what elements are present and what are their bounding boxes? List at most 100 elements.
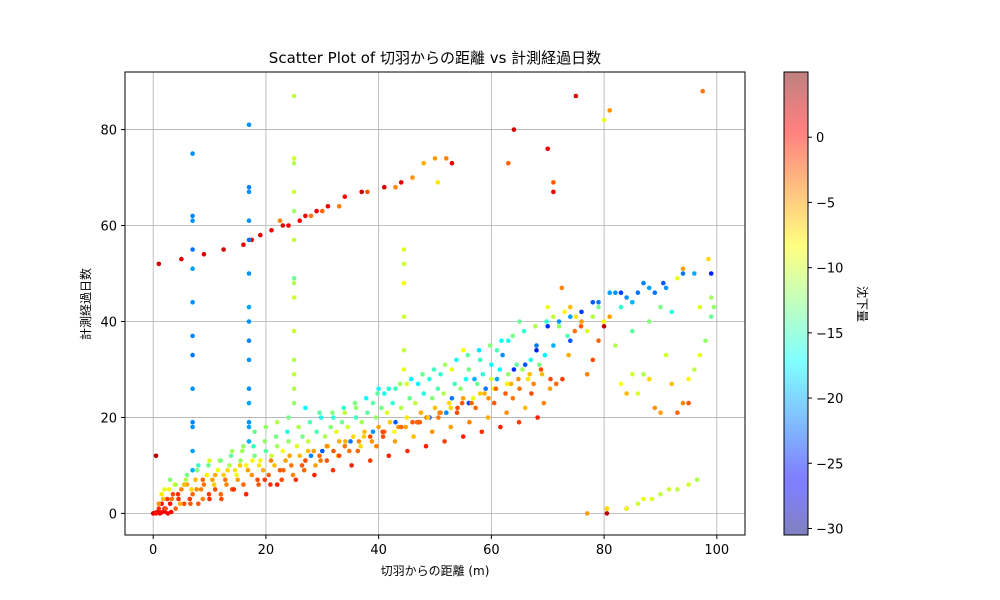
data-point bbox=[163, 506, 168, 511]
data-point bbox=[455, 405, 460, 411]
data-point bbox=[556, 319, 562, 324]
data-point bbox=[190, 266, 195, 272]
data-point bbox=[397, 381, 403, 387]
data-point bbox=[658, 304, 663, 310]
data-point bbox=[517, 386, 522, 392]
data-point bbox=[404, 415, 410, 420]
data-point bbox=[420, 372, 425, 377]
data-point bbox=[522, 405, 528, 411]
data-point bbox=[675, 410, 680, 416]
data-point bbox=[542, 352, 548, 358]
data-point bbox=[401, 280, 407, 286]
data-point bbox=[246, 218, 252, 223]
data-point bbox=[263, 424, 269, 430]
data-point bbox=[494, 348, 500, 353]
data-point bbox=[198, 487, 204, 492]
data-point bbox=[476, 348, 482, 353]
data-point bbox=[686, 400, 691, 406]
data-point bbox=[479, 429, 485, 435]
data-point bbox=[658, 491, 663, 497]
y-axis-ticks: 0 20 40 60 80 bbox=[100, 124, 125, 522]
data-point bbox=[568, 304, 573, 310]
data-point bbox=[168, 509, 174, 515]
data-point bbox=[392, 429, 397, 435]
data-point bbox=[223, 477, 228, 483]
data-point bbox=[331, 448, 336, 454]
data-point bbox=[375, 391, 380, 396]
chart-title: Scatter Plot of 切羽からの距離 vs 計測経過日数 bbox=[269, 49, 601, 67]
data-point bbox=[190, 386, 195, 392]
data-point bbox=[521, 328, 527, 334]
data-point bbox=[200, 477, 206, 483]
data-point bbox=[294, 443, 300, 449]
data-point bbox=[527, 372, 532, 377]
data-point bbox=[590, 314, 596, 320]
data-point bbox=[454, 410, 460, 416]
data-point bbox=[212, 472, 218, 478]
data-point bbox=[522, 362, 528, 368]
data-point bbox=[578, 324, 584, 329]
data-point bbox=[167, 477, 173, 483]
data-point bbox=[596, 304, 601, 310]
data-point bbox=[280, 448, 286, 454]
data-point bbox=[680, 271, 686, 276]
data-point bbox=[686, 482, 691, 487]
data-point bbox=[613, 343, 618, 348]
data-point bbox=[417, 419, 423, 425]
data-point bbox=[493, 386, 499, 392]
data-point bbox=[423, 443, 429, 449]
data-point bbox=[547, 386, 553, 392]
data-point bbox=[485, 415, 491, 420]
data-point bbox=[320, 448, 325, 454]
colorbar-gradient bbox=[784, 72, 808, 535]
data-point bbox=[159, 491, 164, 497]
data-point bbox=[630, 328, 635, 334]
data-point bbox=[604, 511, 610, 516]
data-point bbox=[353, 405, 359, 411]
data-point bbox=[553, 381, 559, 387]
x-tick-label: 100 bbox=[704, 543, 729, 558]
data-point bbox=[568, 338, 573, 344]
data-point bbox=[449, 396, 455, 401]
data-point bbox=[179, 487, 184, 492]
data-point bbox=[156, 261, 162, 267]
data-point bbox=[269, 228, 274, 233]
data-point bbox=[452, 381, 458, 387]
data-point bbox=[427, 376, 432, 382]
data-point bbox=[190, 491, 195, 497]
data-point bbox=[246, 184, 252, 190]
data-point bbox=[219, 496, 224, 502]
data-point bbox=[579, 319, 584, 324]
data-point bbox=[444, 156, 449, 161]
data-point bbox=[541, 400, 547, 406]
data-point bbox=[500, 352, 505, 358]
data-point bbox=[215, 467, 221, 473]
data-point bbox=[176, 496, 181, 502]
data-point bbox=[252, 453, 257, 459]
data-point bbox=[246, 419, 252, 425]
data-point bbox=[277, 467, 283, 473]
data-point bbox=[183, 477, 189, 483]
data-point bbox=[246, 338, 252, 344]
data-point bbox=[410, 419, 415, 425]
data-point bbox=[467, 419, 472, 425]
data-point bbox=[401, 247, 407, 252]
data-point bbox=[491, 400, 497, 406]
data-point bbox=[539, 372, 545, 377]
data-point bbox=[421, 391, 427, 396]
data-point bbox=[506, 372, 511, 377]
data-point bbox=[584, 372, 590, 377]
data-point bbox=[559, 285, 565, 291]
data-point bbox=[196, 463, 201, 468]
data-point bbox=[566, 352, 571, 358]
data-point bbox=[565, 333, 570, 339]
data-point bbox=[274, 419, 280, 425]
data-point bbox=[460, 396, 466, 401]
data-point bbox=[449, 160, 455, 166]
data-point bbox=[483, 386, 489, 392]
data-point bbox=[336, 204, 342, 209]
data-point bbox=[190, 300, 195, 305]
axes-frame bbox=[124, 71, 746, 536]
data-point bbox=[170, 491, 176, 497]
data-point bbox=[511, 367, 517, 372]
